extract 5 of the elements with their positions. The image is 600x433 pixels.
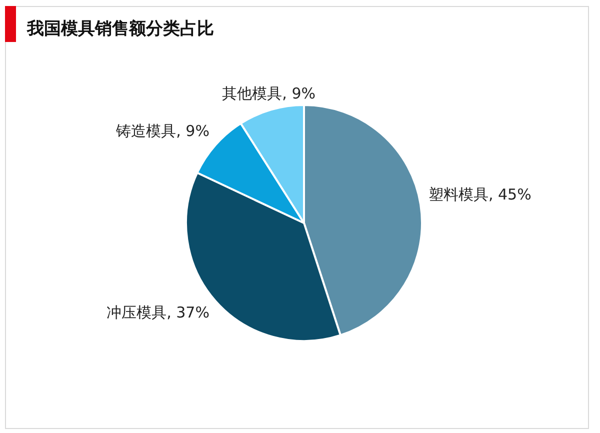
slice-label: 铸造模具, 9% xyxy=(115,122,210,140)
slice-label: 塑料模具, 45% xyxy=(428,186,532,204)
slice-label: 其他模具, 9% xyxy=(222,84,316,102)
slice-label: 冲压模具, 37% xyxy=(106,304,210,322)
chart-title: 我国模具销售额分类占比 xyxy=(27,18,214,40)
